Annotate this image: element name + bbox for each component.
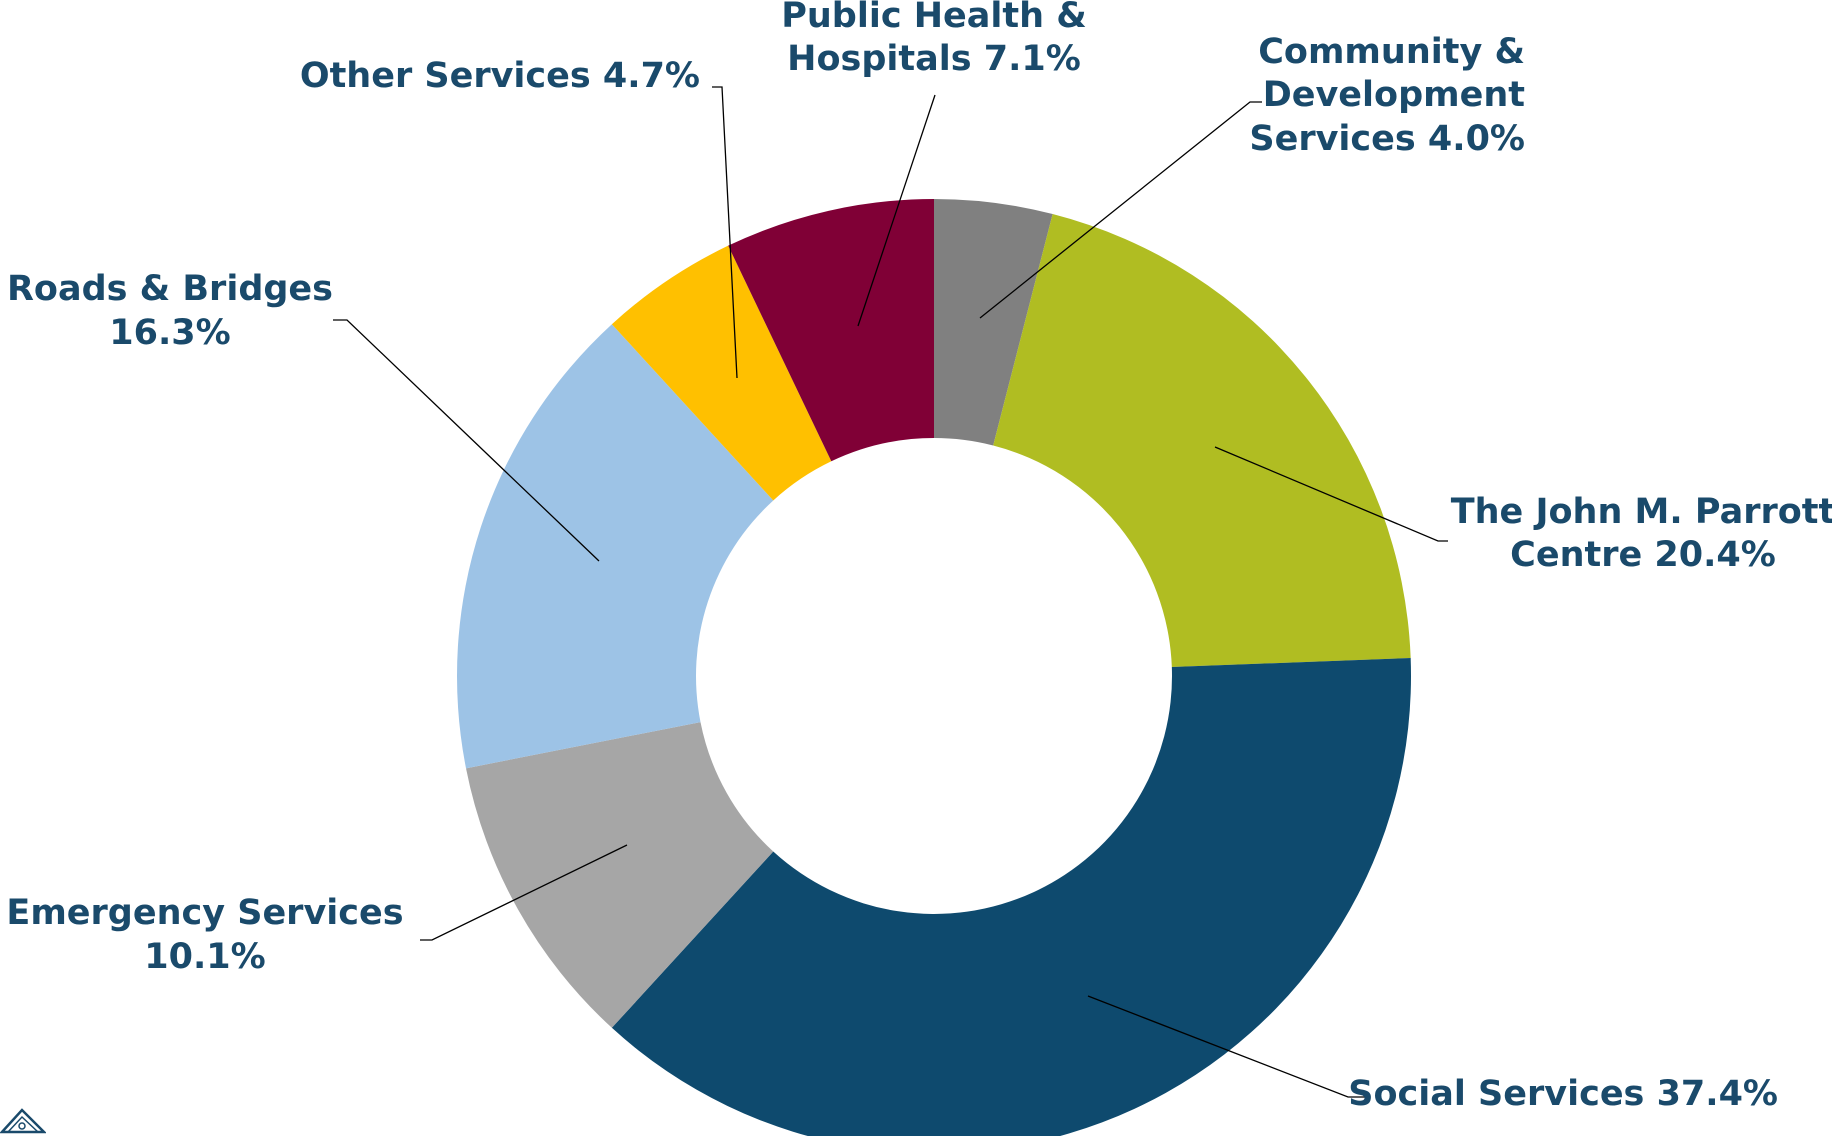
slice-label-1-line-1: Centre 20.4% [1510, 535, 1776, 575]
slice-label-3-line-1: 10.1% [144, 937, 265, 977]
slice-label-3-line-0: Emergency Services [6, 893, 403, 933]
slice-label-6-line-0: Public Health & [781, 0, 1087, 36]
donut-slice-1 [993, 213, 1411, 668]
donut-slice-2 [611, 658, 1411, 1136]
slice-label-0-line-0: Community & [1258, 32, 1525, 72]
slice-label-0-line-2: Services 4.0% [1249, 119, 1525, 159]
leader-line-1 [1214, 446, 1448, 542]
donut-slice-4 [457, 324, 774, 769]
slice-label-1-line-0: The John M. Parrott [1451, 492, 1832, 532]
donut-slice-6 [728, 199, 934, 462]
donut-slices [457, 199, 1411, 1136]
slice-label-2-line-0: Social Services 37.4% [1348, 1074, 1778, 1114]
slice-label-5-line-0: Other Services 4.7% [300, 56, 700, 96]
leader-line-0 [979, 101, 1262, 319]
donut-slice-3 [466, 722, 774, 1028]
house-logo-icon [0, 1108, 46, 1134]
slice-label-4-line-0: Roads & Bridges [7, 269, 333, 309]
leader-line-5 [712, 86, 738, 379]
slice-label-0-line-1: Development [1263, 75, 1525, 115]
slice-label-4-line-1: 16.3% [109, 313, 230, 353]
leader-line-3 [420, 844, 628, 941]
leader-line-6 [857, 94, 936, 327]
slice-label-6-line-1: Hospitals 7.1% [787, 39, 1081, 79]
leader-lines [333, 86, 1448, 1098]
donut-slice-5 [611, 245, 832, 501]
donut-slice-0 [934, 199, 1053, 446]
leader-line-2 [1087, 995, 1368, 1098]
leader-line-4 [333, 319, 600, 562]
